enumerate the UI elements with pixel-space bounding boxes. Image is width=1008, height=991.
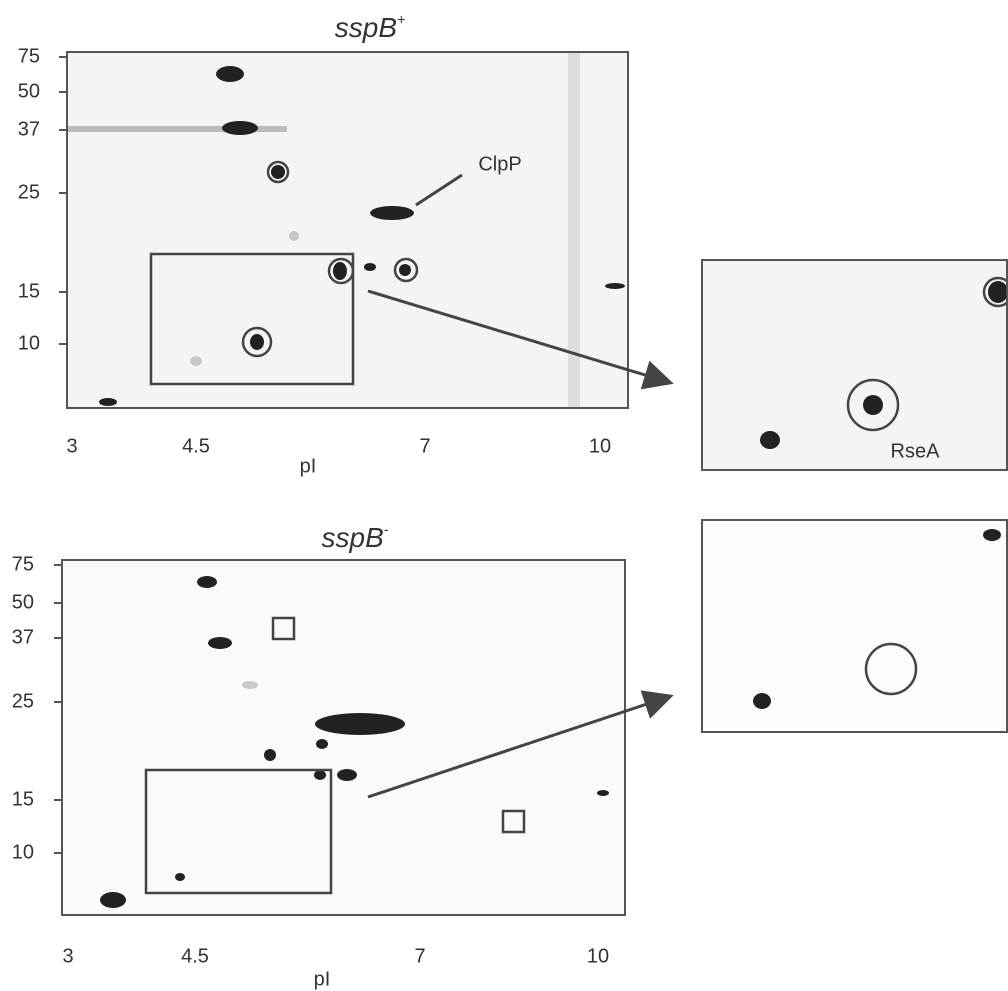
x-tick-label: 7	[419, 435, 430, 457]
annotation: ClpP	[478, 153, 521, 175]
x-tick-label: 10	[587, 945, 609, 967]
x-tick-label: 3	[66, 435, 77, 457]
inset-label: RseA	[891, 440, 941, 462]
y-tick-label: 10	[12, 841, 34, 863]
x-tick-label: 4.5	[182, 435, 210, 457]
y-tick-label: 10	[18, 332, 40, 354]
inset-bottom	[701, 519, 1008, 733]
panel-title: sspB-	[322, 521, 389, 554]
title-text: sspB	[322, 522, 384, 553]
inset-top	[701, 259, 1008, 471]
x-tick-label: 7	[414, 945, 425, 967]
title-superscript: -	[384, 521, 389, 537]
y-tick-label: 15	[12, 788, 34, 810]
x-tick-label: 4.5	[181, 945, 209, 967]
title-text: sspB	[335, 12, 397, 43]
gel-bottom	[61, 559, 674, 916]
y-tick-label: 25	[12, 690, 34, 712]
y-tick-label: 15	[18, 280, 40, 302]
y-tick-label: 75	[12, 553, 34, 575]
gel-top	[66, 51, 674, 409]
x-axis-label: pI	[314, 968, 331, 990]
y-tick-label: 50	[18, 80, 40, 102]
x-tick-label: 10	[589, 435, 611, 457]
y-tick-label: 75	[18, 45, 40, 67]
title-superscript: +	[397, 11, 405, 27]
y-tick-label: 37	[12, 626, 34, 648]
y-tick-label: 37	[18, 118, 40, 140]
y-tick-label: 50	[12, 591, 34, 613]
x-tick-label: 3	[62, 945, 73, 967]
panel-title: sspB+	[335, 11, 405, 44]
x-axis-label: pI	[300, 455, 317, 477]
y-tick-label: 25	[18, 181, 40, 203]
